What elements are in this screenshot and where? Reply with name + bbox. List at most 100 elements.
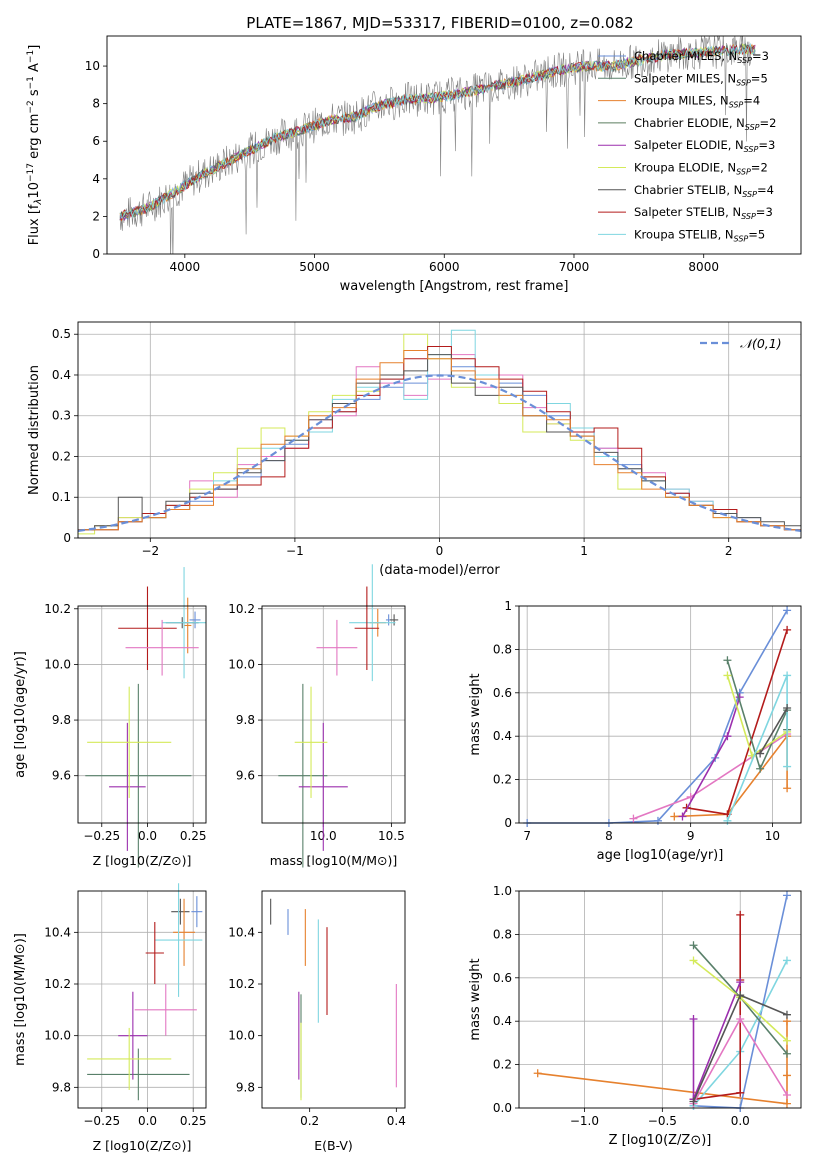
x-axis-label: Z [log10(Z/Z⊙)] (93, 853, 192, 868)
mass-weight-series (689, 910, 745, 1104)
errorbar-point (354, 586, 380, 670)
series-line (527, 609, 788, 824)
x-tick-label: 0 (436, 544, 444, 558)
errorbar-point (109, 722, 146, 851)
plus-marker (783, 671, 792, 680)
errorbar-point (87, 1027, 172, 1090)
errorbar-point (349, 564, 396, 682)
y-tick-label: 2 (92, 209, 100, 223)
x-tick-label: 0.0 (138, 1114, 157, 1128)
plus-marker (782, 1090, 791, 1099)
x-axis-label: E(B-V) (314, 1138, 353, 1153)
y-tick-label: 0.6 (493, 686, 512, 700)
x-tick-label: 0.0 (731, 1114, 750, 1128)
plus-marker (782, 1036, 791, 1045)
errorbar-point (173, 898, 196, 966)
plus-marker (653, 816, 662, 825)
series-line (759, 707, 788, 755)
y-tick-label: 0.4 (52, 368, 71, 382)
x-axis-label: age [log10(age/yr)] (597, 848, 724, 863)
plus-marker (723, 816, 732, 825)
errorbar-point (390, 614, 399, 626)
x-tick-label: 5000 (299, 260, 330, 274)
x-tick-label: 0.25 (180, 829, 207, 843)
errorbar-point (171, 898, 190, 925)
y-tick-label: 1.0 (493, 884, 512, 898)
axes-frame (261, 890, 406, 1109)
mass-weight-series (756, 703, 792, 758)
y-tick-label: 9.8 (52, 1080, 71, 1094)
plus-marker (629, 814, 638, 823)
legend-label: Salpeter ELODIE, NSSP=3 (634, 138, 775, 154)
axes-frame (518, 890, 802, 1109)
model-line (119, 43, 756, 218)
mass-vs-ebv-axes: 0.2 0.4 9.8 10.0 10.2 10.4 E(B-V) (228, 890, 406, 1153)
observed-spectrum-line (119, 36, 753, 254)
mass-weight-vs-age-axes: 7 8 9 10 0 0.2 0.4 0.6 0.8 1 age [log10(age/yr)] ma… (468, 599, 802, 863)
errorbar-point (278, 683, 328, 868)
y-tick-label: 9.6 (52, 769, 71, 783)
plus-marker (736, 978, 745, 987)
plus-marker (736, 1088, 745, 1097)
x-axis-label: mass [log10(M/M⊙)] (270, 853, 398, 868)
legend-label: Kroupa STELIB, NSSP=5 (634, 227, 765, 243)
plus-marker (689, 1015, 698, 1024)
plus-marker (689, 956, 698, 965)
series-line (692, 981, 741, 1100)
model-line (119, 45, 756, 221)
y-tick-label: 0 (63, 531, 71, 545)
y-tick-label: 9.8 (52, 713, 71, 727)
mass-weight-vs-z-axes: −1.0 −0.5 0.0 0.0 0.2 0.4 0.6 0.8 1.0 Z [log10(Z/… (468, 884, 802, 1148)
mass-weight-series (678, 693, 744, 821)
mass-weight-series (689, 978, 745, 1104)
y-tick-label: 0 (504, 816, 512, 830)
y-tick-label: 0.3 (52, 409, 71, 423)
mass-weight-series (689, 991, 791, 1106)
errorbar-point (145, 922, 164, 984)
legend-label: Salpeter STELIB, NSSP=3 (634, 205, 773, 221)
errorbar-point (154, 883, 203, 997)
legend-label: Chabrier ELODIE, NSSP=2 (634, 116, 776, 132)
x-tick-label: 10.5 (378, 829, 405, 843)
errorbar-point (191, 896, 203, 928)
plus-marker (689, 1097, 698, 1106)
y-tick-label: 4 (92, 172, 100, 186)
x-tick-label: −0.5 (648, 1114, 677, 1128)
plus-marker (670, 812, 679, 821)
spectrum-axes: 4000 5000 6000 7000 8000 0 2 4 6 8 10 wavelength [A… (26, 35, 802, 294)
x-tick-label: −0.25 (83, 1114, 120, 1128)
plus-marker (533, 1069, 542, 1078)
x-tick-label: −0.25 (83, 829, 120, 843)
plus-marker (783, 606, 792, 615)
plus-marker (736, 910, 745, 919)
y-tick-label: 1 (504, 599, 512, 613)
series-line (537, 1021, 788, 1105)
model-line (119, 42, 756, 219)
plus-marker (783, 703, 792, 712)
y-tick-label: 0.5 (52, 327, 71, 341)
x-tick-label: 2 (725, 544, 733, 558)
errorbar-point (298, 722, 348, 851)
y-tick-label: 0.1 (52, 490, 71, 504)
y-tick-label: 9.6 (236, 769, 255, 783)
y-tick-label: 0.4 (493, 1014, 512, 1028)
x-tick-label: −2 (141, 544, 159, 558)
x-axis-label: Z [log10(Z/Z⊙)] (609, 1133, 712, 1148)
axes-frame (77, 890, 207, 1109)
y-axis-label: Flux [fλ10−17 erg cm−2 s−1 A−1] (26, 45, 44, 246)
mass-weight-series (533, 1017, 791, 1108)
x-tick-label: 8 (605, 829, 613, 843)
y-tick-label: 10.4 (228, 925, 255, 939)
histogram-series (78, 350, 801, 531)
y-tick-label: 6 (92, 134, 100, 148)
x-tick-label: 0.0 (138, 829, 157, 843)
y-tick-label: 10.2 (44, 977, 71, 991)
y-tick-label: 0.2 (493, 1058, 512, 1072)
plus-marker (689, 941, 698, 950)
y-tick-label: 0.8 (493, 927, 512, 941)
plus-marker (756, 749, 765, 758)
y-tick-label: 10.0 (228, 1029, 255, 1043)
x-tick-label: 0.2 (300, 1114, 319, 1128)
